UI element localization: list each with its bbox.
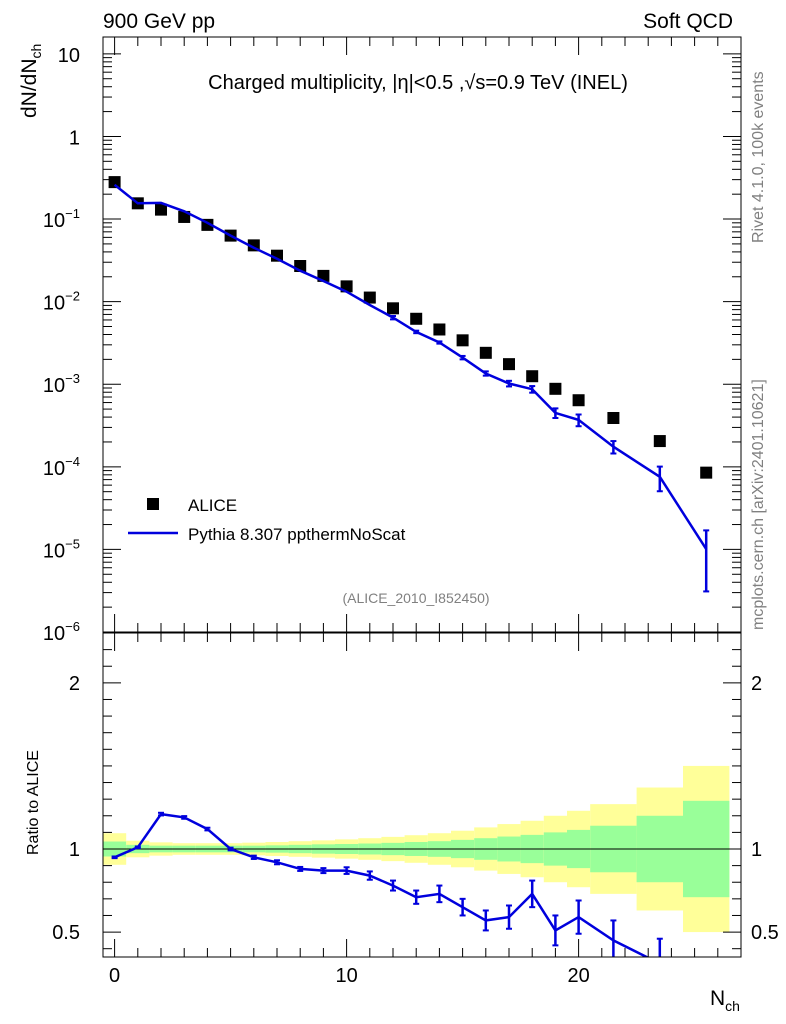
- y-tick-label: 10−4: [43, 454, 80, 480]
- header-left: 900 GeV pp: [103, 10, 215, 33]
- y-tick-label: 10: [58, 45, 80, 67]
- alice-point: [479, 346, 492, 359]
- alice-point: [456, 334, 469, 347]
- ratio-y-tick-label: 2: [69, 673, 80, 695]
- y-tick-label-exp: −1: [65, 206, 80, 221]
- legend-alice-marker: [147, 498, 159, 510]
- y-tick-label-base: 10: [43, 375, 65, 397]
- y-tick-label: 10−1: [43, 206, 80, 232]
- alice-point: [503, 358, 515, 371]
- x-tick-label: 10: [335, 965, 357, 987]
- y-tick-label-base: 1: [69, 127, 80, 149]
- y-tick-label: 10−5: [43, 536, 80, 562]
- y-tick-label-exp: −4: [65, 454, 80, 469]
- main-frame: [102, 36, 742, 633]
- alice-point: [387, 302, 399, 315]
- legend: ALICE Pythia 8.307 ppthermNoScat: [128, 496, 406, 544]
- y-tick-label-base: 10: [43, 623, 65, 645]
- pythia-line: [113, 183, 708, 550]
- alice-point: [653, 435, 666, 448]
- y-tick-label: 10−3: [43, 371, 80, 397]
- alice-point: [549, 382, 562, 395]
- y-tick-label-base: 10: [58, 45, 80, 67]
- x-tick-label: 0: [109, 965, 120, 987]
- rivet-label: Rivet 4.1.0, 100k events: [750, 71, 767, 243]
- y-tick-label-base: 10: [43, 210, 65, 232]
- y-tick-label: 1: [69, 127, 80, 149]
- y-tick-label: 10−6: [43, 619, 80, 645]
- ratio-y-tick-label-right: 0.5: [751, 922, 779, 944]
- alice-point: [433, 323, 446, 336]
- alice-point: [410, 312, 423, 325]
- legend-pythia-label: Pythia 8.307 ppthermNoScat: [188, 525, 406, 544]
- ratio-y-tick-label: 1: [69, 839, 80, 861]
- main-ylabel-sub: ch: [28, 44, 44, 59]
- y-tick-label-exp: −5: [65, 536, 80, 551]
- ratio-data-layer: [103, 765, 741, 957]
- y-tick-label-base: 10: [43, 540, 65, 562]
- xlabel-main: N: [710, 987, 725, 1010]
- y-tick-label-base: 10: [43, 458, 65, 480]
- alice-point: [526, 370, 539, 383]
- ratio-axes: 0 10 20 0.5 0.5 1 1 2 2: [52, 633, 779, 987]
- alice-point: [108, 176, 121, 189]
- main-ylabel: dN/dNch: [18, 44, 44, 118]
- alice-point: [607, 411, 620, 424]
- ratio-y-tick-label-right: 2: [751, 673, 762, 695]
- xlabel: Nch: [710, 987, 740, 1014]
- ratio-panel: 0 10 20 0.5 0.5 1 1 2 2 Ratio to ALICE Nch: [25, 632, 779, 1014]
- y-tick-label-base: 10: [43, 293, 65, 315]
- alice-point: [700, 466, 713, 479]
- watermark: (ALICE_2010_I852450): [342, 590, 489, 606]
- ratio-frame: [102, 632, 742, 958]
- ratio-y-tick-label: 0.5: [52, 922, 80, 944]
- main-data-layer: [108, 176, 713, 593]
- alice-point: [572, 394, 585, 407]
- y-tick-label: 10−2: [43, 289, 80, 315]
- legend-alice-label: ALICE: [188, 496, 237, 515]
- x-tick-label: 20: [567, 965, 589, 987]
- alice-point: [363, 291, 376, 304]
- y-tick-label-exp: −6: [65, 619, 80, 634]
- mcplots-label: mcplots.cern.ch [arXiv:2401.10621]: [750, 379, 767, 630]
- header-right: Soft QCD: [643, 10, 733, 33]
- main-ylabel-main: dN/dN: [18, 58, 41, 118]
- xlabel-sub: ch: [725, 998, 740, 1014]
- y-tick-label-exp: −3: [65, 371, 80, 386]
- ratio-y-tick-label-right: 1: [751, 839, 762, 861]
- alice-point: [155, 203, 167, 216]
- ratio-ylabel: Ratio to ALICE: [25, 750, 42, 855]
- main-title: Charged multiplicity, |η|<0.5 ,√s=0.9 Te…: [208, 72, 628, 94]
- y-tick-label-exp: −2: [65, 289, 80, 304]
- alice-point: [247, 239, 260, 252]
